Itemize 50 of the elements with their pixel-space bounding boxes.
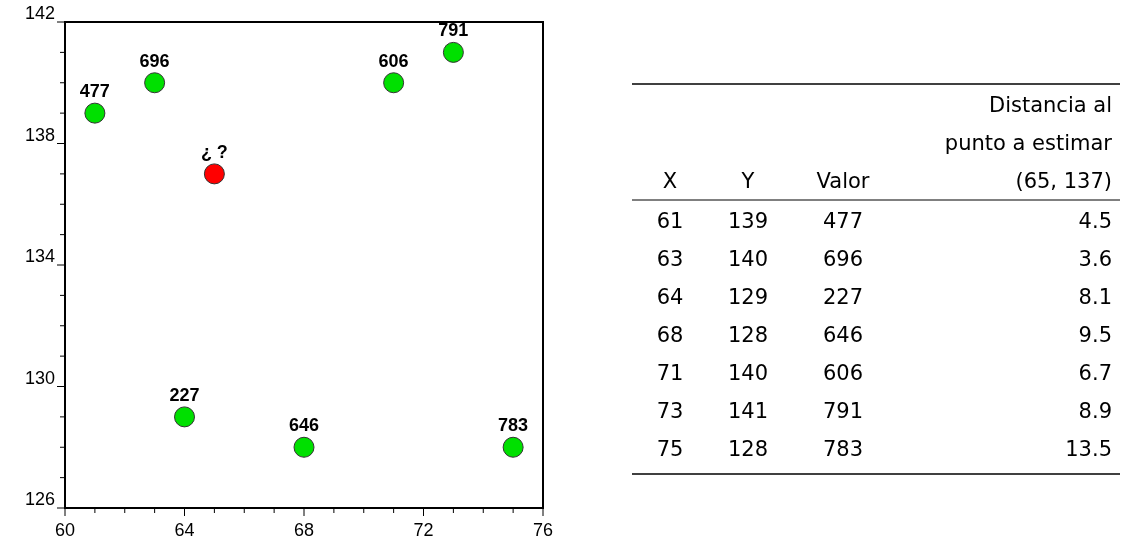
text: 696 [822, 247, 864, 271]
text: 129 [727, 285, 769, 309]
annotation: 646 [288, 415, 320, 436]
y-tick-label: 126 [24, 489, 55, 509]
text: 4.5 [1078, 209, 1112, 233]
text: 73 [656, 399, 684, 423]
text: 227 [822, 285, 864, 309]
text: 791 [822, 399, 864, 423]
text: 783 [822, 437, 864, 461]
category-label: Distancia al punto a estimar (65, 137) [944, 93, 1113, 193]
text: 128 [727, 323, 769, 347]
x-tick-label: 60 [54, 520, 76, 540]
y-tick-label: 130 [24, 367, 55, 388]
text: 8.9 [1078, 399, 1112, 423]
annotation: 783 [498, 415, 529, 436]
text: 477 [822, 209, 864, 233]
x-tick-label: 68 [293, 520, 315, 540]
category-label: X [662, 169, 678, 193]
text: 61 [656, 209, 684, 233]
text: 64 [656, 285, 684, 309]
x-tick-label: 76 [532, 520, 554, 540]
text: 9.5 [1078, 323, 1112, 347]
text: 646 [822, 323, 864, 347]
category-label: Valor [816, 169, 870, 193]
text: 128 [727, 437, 769, 461]
text: 140 [727, 361, 769, 385]
text: 141 [727, 399, 769, 423]
annotation: 791 [438, 20, 469, 41]
text: 606 [822, 361, 864, 385]
text: 140 [727, 247, 769, 271]
text: 139 [727, 209, 769, 233]
annotation: ¿ ? [200, 141, 228, 162]
text: 3.6 [1078, 247, 1112, 271]
text: 68 [656, 323, 684, 347]
text: 63 [656, 247, 684, 271]
annotation: 696 [139, 50, 170, 71]
text: 71 [656, 361, 684, 385]
annotation: 477 [79, 81, 110, 102]
text: 8.1 [1078, 285, 1112, 309]
x-tick-label: 72 [413, 520, 434, 540]
category-label: Y [740, 169, 755, 193]
y-tick-label: 134 [24, 246, 55, 266]
annotation: 606 [378, 50, 409, 71]
x-tick-label: 64 [174, 520, 195, 540]
y-tick-label: 138 [24, 124, 55, 145]
text: 6.7 [1078, 361, 1112, 385]
annotation: 227 [169, 384, 200, 405]
text: 13.5 [1065, 437, 1112, 461]
y-tick-label: 142 [24, 3, 55, 23]
text: 75 [656, 437, 684, 461]
